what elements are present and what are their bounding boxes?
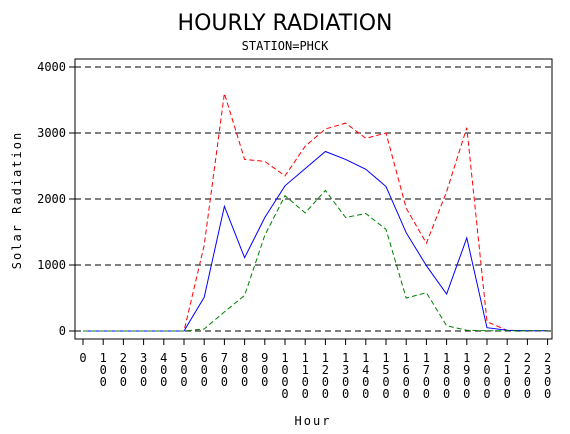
y-tick-label: 2000 [37,192,66,206]
x-tick-label: 0 [79,351,86,365]
x-axis-label: Hour [295,414,332,428]
y-tick-label: 1000 [37,258,66,272]
grid-lines [75,66,552,332]
axes [69,58,553,345]
series-lines [83,93,548,332]
y-tick-label: 0 [59,324,66,338]
chart-title: HOURLY RADIATION [178,11,393,36]
y-tick-label: 3000 [37,126,66,140]
chart-subtitle: STATION=PHCK [242,39,329,53]
tick-labels: 0 1000 2000 3000 4000 0 1 0 0 2 0 0 3 0 0 4 0 0 5 0 0 6 0 0 7 0 0 8… [37,60,551,401]
series-line-2 [83,150,548,332]
y-axis-label: Solar Radiation [10,131,24,269]
series-line-3 [83,189,548,332]
y-tick-label: 4000 [37,60,66,74]
series-line-1 [83,93,548,332]
